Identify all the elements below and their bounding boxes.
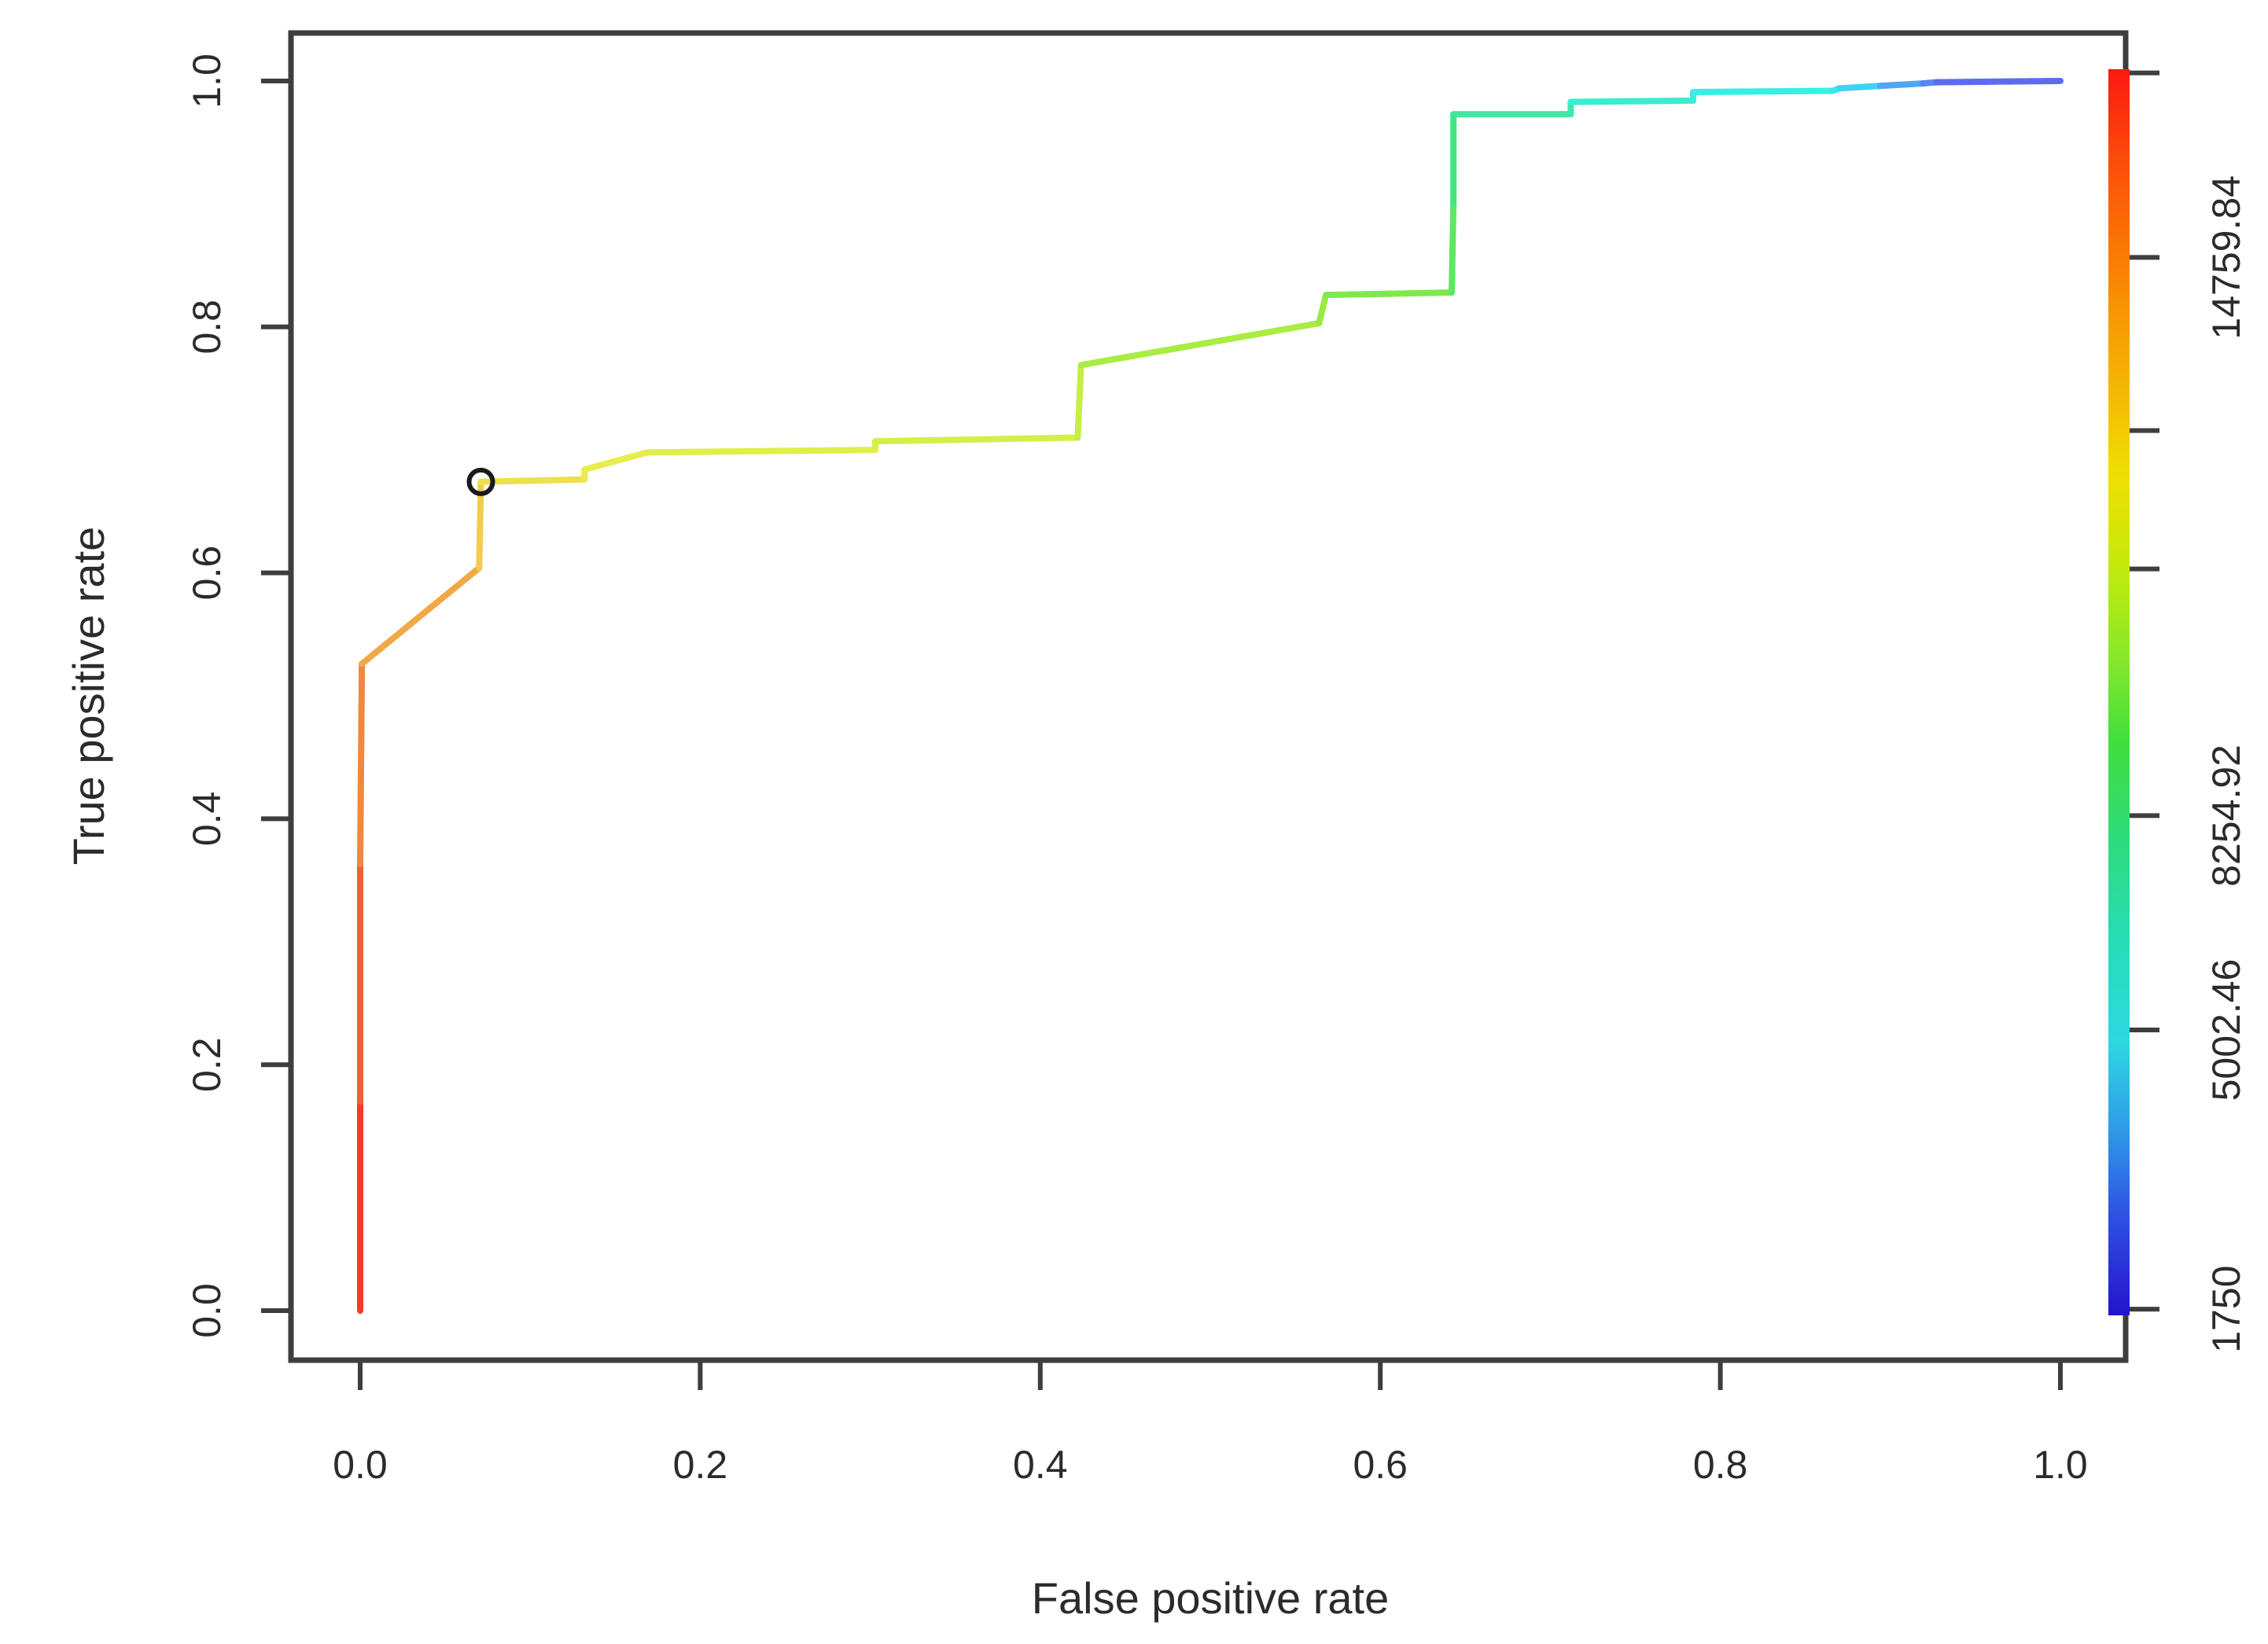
y-axis: 0.0 0.2 0.4 0.6 0.8 1.0 <box>185 53 291 1338</box>
cutoff-marker <box>466 467 495 496</box>
y-axis-title: True positive rate <box>64 527 113 866</box>
x-tick-label: 0.6 <box>1353 1443 1408 1487</box>
roc-curve-segment <box>872 434 1081 445</box>
roc-curve-segment <box>1316 292 1330 327</box>
y-tick-label: 0.4 <box>185 792 229 847</box>
roc-curve-segment <box>1690 87 1836 96</box>
y-tick-label: 0.2 <box>185 1037 229 1092</box>
x-tick-label: 0.2 <box>673 1443 728 1487</box>
roc-curve-segment <box>1876 80 1926 90</box>
colorbar-tick-label: 1750 <box>2204 1265 2248 1352</box>
roc-curve-segment <box>1074 362 1084 441</box>
roc-curve-segment <box>1449 200 1457 296</box>
roc-curve <box>357 78 2064 1314</box>
x-tick-label: 0.0 <box>333 1443 388 1487</box>
cutoff-marker-circle <box>466 467 495 496</box>
y-tick-label: 0.6 <box>185 546 229 601</box>
roc-curve-segment <box>1933 78 2064 86</box>
roc-curve-segment <box>359 565 483 668</box>
x-tick-label: 0.4 <box>1013 1443 1068 1487</box>
roc-curve-segment <box>357 660 366 868</box>
roc-curve-segment <box>1567 97 1697 105</box>
x-axis: 0.0 0.2 0.4 0.6 0.8 1.0 <box>333 1360 2088 1487</box>
x-axis-title: False positive rate <box>1032 1573 1389 1623</box>
roc-curve-segment <box>1835 83 1883 92</box>
roc-curve-segment <box>644 447 879 456</box>
colorbar-tick-label: 14759.84 <box>2204 175 2248 340</box>
colorbar-tick-label: 5002.46 <box>2204 959 2248 1102</box>
colorbar-tick-label: 8254.92 <box>2204 745 2248 887</box>
roc-curve-segment <box>581 449 651 473</box>
x-tick-label: 1.0 <box>2033 1443 2088 1487</box>
colorbar-bar <box>2108 69 2130 1315</box>
roc-curve-segment <box>476 478 484 572</box>
roc-curve-segment <box>1077 320 1323 369</box>
roc-curve-segment <box>477 476 588 485</box>
cutoff-colorbar: 14759.84 8254.92 5002.46 1750 <box>2108 69 2248 1353</box>
y-tick-label: 0.8 <box>185 300 229 355</box>
x-tick-label: 0.8 <box>1693 1443 1748 1487</box>
roc-curve-segment <box>1323 289 1456 299</box>
y-tick-label: 0.0 <box>185 1283 229 1338</box>
y-tick-label: 1.0 <box>185 53 229 108</box>
